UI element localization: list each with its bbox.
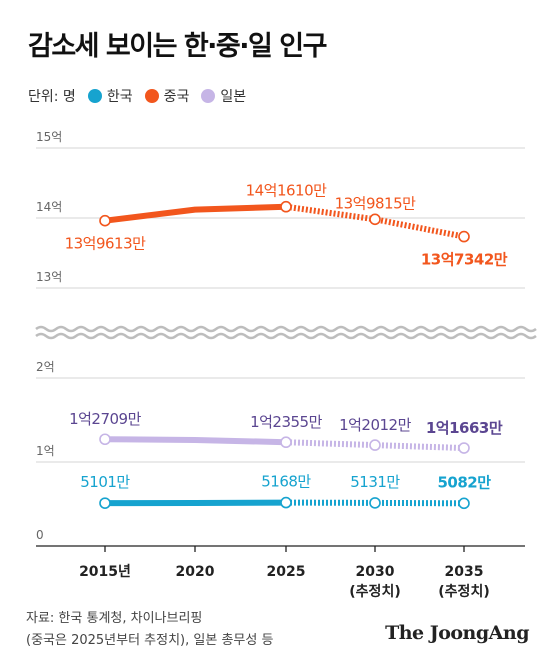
legend-item-china: 중국	[144, 86, 190, 106]
data-point-japan-2	[280, 436, 292, 449]
y-tick-lower-1: 1억	[36, 444, 55, 458]
y-tick-upper-1: 14억	[36, 200, 62, 214]
chart-title: 감소세 보이는 한·중·일 인구	[28, 31, 327, 62]
series-line-china	[102, 203, 289, 224]
y-tick-lower-0: 2억	[36, 360, 55, 374]
y-tick-upper-2: 13억	[36, 270, 62, 284]
legend-swatch-china	[144, 89, 159, 103]
data-point-korea-2	[280, 496, 292, 509]
axis-break-wave-bottom	[35, 332, 537, 340]
x-tick-label-4-sub: (추정치)	[438, 583, 489, 600]
series-line-japan	[102, 436, 289, 446]
data-point-china-3	[369, 213, 381, 226]
source-note: 자료: 한국 통계청, 차이나브리핑 (중국은 2025년부터 추정치), 일본…	[26, 608, 273, 652]
data-label-japan-4: 1억1663만	[426, 419, 503, 437]
data-label-korea-0: 5101만	[80, 473, 130, 491]
y-tick-upper-0: 15억	[36, 130, 62, 144]
data-point-japan-4	[458, 442, 470, 454]
x-tick-label-2: 2025	[267, 564, 306, 580]
data-point-china-2	[280, 200, 292, 213]
data-label-china-0: 13억9613만	[65, 235, 147, 253]
x-tick-label-1: 2020	[176, 564, 215, 580]
x-tick-label-3-sub: (추정치)	[349, 583, 400, 600]
data-point-china-0	[99, 214, 111, 227]
data-point-japan-3	[369, 439, 381, 451]
data-point-japan-0	[99, 433, 111, 446]
data-label-china-3: 13억9815만	[335, 194, 417, 212]
data-label-korea-2: 5168만	[261, 473, 311, 491]
data-point-korea-4	[458, 497, 470, 510]
x-tick-label-0: 2015년	[79, 564, 131, 580]
legend-label-china: 중국	[163, 89, 190, 105]
data-point-korea-0	[99, 497, 111, 509]
series-line-korea	[102, 499, 289, 507]
source-line-1: 자료: 한국 통계청, 차이나브리핑	[26, 611, 203, 626]
y-tick-lower-2: 0	[36, 528, 44, 542]
legend-swatch-korea	[87, 89, 102, 103]
axis-break-wave-top	[35, 325, 537, 333]
legend-item-japan: 일본	[201, 86, 246, 106]
data-label-china-2: 14억1610만	[246, 182, 328, 200]
legend-label-japan: 일본	[220, 89, 247, 105]
data-label-japan-0: 1억2709만	[69, 410, 142, 428]
legend-item-korea: 한국	[87, 86, 133, 106]
data-label-korea-4: 5082만	[437, 473, 491, 491]
source-line-2: (중국은 2025년부터 추정치), 일본 총무성 등	[26, 633, 274, 648]
data-label-japan-2: 1억2355만	[250, 413, 323, 431]
legend-label-korea: 한국	[106, 89, 133, 105]
legend: 단위: 명 한국 중국 일본	[28, 86, 258, 106]
data-label-korea-3: 5131만	[350, 473, 400, 491]
data-point-china-4	[458, 230, 470, 243]
brand-logo: The JoongAng	[385, 622, 529, 644]
x-tick-label-3: 2030	[356, 564, 395, 580]
data-label-china-4: 13억7342만	[421, 251, 508, 269]
unit-label: 단위: 명	[28, 89, 76, 105]
legend-swatch-japan	[201, 89, 216, 103]
x-tick-label-4: 2035	[445, 564, 484, 580]
data-label-japan-3: 1억2012만	[339, 416, 412, 434]
data-point-korea-3	[369, 497, 381, 509]
